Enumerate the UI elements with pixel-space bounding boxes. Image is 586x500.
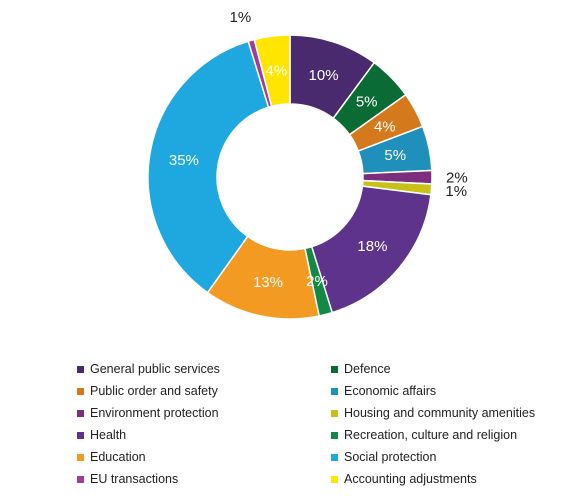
legend-item: Education [77, 448, 146, 466]
donut-chart: 10%5%4%5%2%1%18%2%13%35%1%4% [147, 9, 468, 320]
legend-item: Environment protection [77, 404, 219, 422]
legend-swatch [77, 365, 84, 373]
legend-swatch [77, 475, 84, 483]
slice-health [310, 185, 432, 314]
legend-item: Housing and community amenities [331, 404, 535, 422]
slice-label: 10% [309, 67, 339, 84]
legend-swatch [331, 431, 338, 439]
slice-label: 1% [229, 9, 251, 26]
legend-label: Housing and community amenities [344, 406, 536, 420]
legend-label: Environment protection [90, 406, 219, 420]
legend-item: EU transactions [77, 470, 178, 488]
legend-swatch [331, 387, 338, 395]
legend-label: Defence [344, 362, 391, 376]
slice-label: 4% [374, 118, 396, 135]
legend-swatch [77, 453, 84, 461]
legend-item: Social protection [331, 448, 436, 466]
legend-item: Recreation, culture and religion [331, 426, 517, 444]
slice-accounting-adjustments [253, 34, 291, 108]
legend-label: EU transactions [90, 472, 179, 486]
legend-swatch [77, 387, 84, 395]
slice-label: 18% [357, 238, 387, 255]
slice-label: 5% [356, 94, 378, 111]
legend-item: Economic affairs [331, 382, 436, 400]
legend-swatch [331, 453, 338, 461]
legend-label: Health [90, 428, 127, 442]
donut-slices [147, 34, 433, 320]
legend-item: Defence [331, 360, 391, 378]
legend-label: Recreation, culture and religion [344, 428, 518, 442]
legend-label: Public order and safety [90, 384, 218, 398]
legend-item: Public order and safety [77, 382, 218, 400]
legend-label: Social protection [344, 450, 437, 464]
legend-swatch [77, 431, 84, 439]
slice-label: 35% [169, 152, 199, 169]
slice-label: 13% [253, 274, 283, 291]
slice-label: 2% [306, 273, 328, 290]
legend-swatch [331, 475, 338, 483]
legend-item: Accounting adjustments [331, 470, 477, 488]
legend-label: Education [90, 450, 146, 464]
slice-social-protection [147, 40, 270, 294]
slice-label: 2% [446, 169, 468, 186]
legend-label: Economic affairs [344, 384, 437, 398]
legend-label: Accounting adjustments [344, 472, 477, 486]
legend-label: General public services [90, 362, 220, 376]
slice-label: 5% [384, 147, 406, 164]
legend-item: General public services [77, 360, 220, 378]
slice-labels: 10%5%4%5%2%1%18%2%13%35%1%4% [169, 9, 468, 291]
legend-swatch [331, 409, 338, 417]
legend-swatch [77, 409, 84, 417]
slice-label: 1% [445, 183, 467, 200]
legend-swatch [331, 365, 338, 373]
legend-item: Health [77, 426, 126, 444]
slice-label: 4% [266, 62, 288, 79]
